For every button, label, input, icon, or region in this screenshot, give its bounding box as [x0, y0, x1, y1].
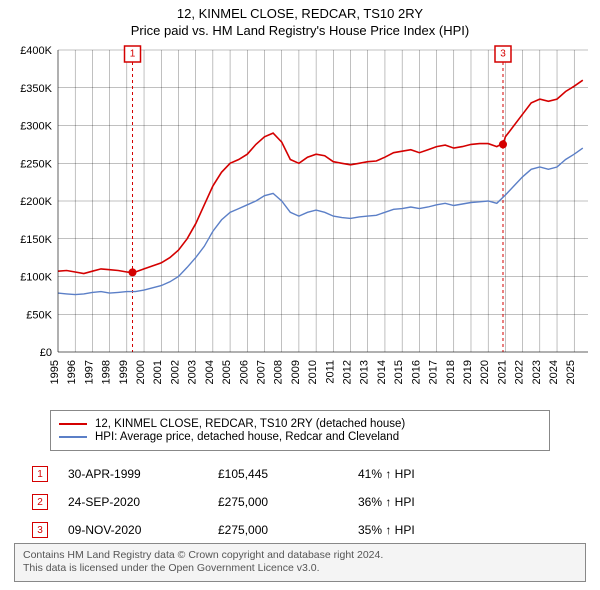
sale-row: 2 24-SEP-2020 £275,000 36% ↑ HPI — [32, 488, 568, 516]
sale-hpi: 41% ↑ HPI — [358, 467, 478, 481]
svg-text:1997: 1997 — [83, 360, 95, 384]
sale-price: £105,445 — [218, 467, 358, 481]
svg-text:1: 1 — [130, 49, 136, 60]
svg-text:2013: 2013 — [359, 360, 371, 384]
footer: Contains HM Land Registry data © Crown c… — [14, 543, 586, 582]
svg-text:£400K: £400K — [20, 45, 52, 57]
svg-text:2022: 2022 — [514, 360, 526, 384]
title-address: 12, KINMEL CLOSE, REDCAR, TS10 2RY — [0, 6, 600, 21]
svg-text:2012: 2012 — [342, 360, 354, 384]
svg-text:£150K: £150K — [20, 234, 52, 246]
svg-text:1995: 1995 — [49, 360, 61, 384]
svg-text:2002: 2002 — [169, 360, 181, 384]
legend-swatch — [59, 436, 87, 438]
sale-row: 1 30-APR-1999 £105,445 41% ↑ HPI — [32, 460, 568, 488]
sales-table: 1 30-APR-1999 £105,445 41% ↑ HPI 2 24-SE… — [32, 460, 568, 544]
legend-item: HPI: Average price, detached house, Redc… — [59, 431, 541, 443]
sale-price: £275,000 — [218, 495, 358, 509]
sale-marker: 3 — [32, 522, 48, 538]
sale-price: £275,000 — [218, 523, 358, 537]
svg-text:£100K: £100K — [20, 272, 52, 284]
svg-text:£300K: £300K — [20, 121, 52, 133]
chart-svg: £0 £50K £100K £150K £200K £250K £300K £350K £400… — [8, 44, 592, 404]
svg-text:2006: 2006 — [238, 360, 250, 384]
legend-item: 12, KINMEL CLOSE, REDCAR, TS10 2RY (deta… — [59, 418, 541, 430]
legend: 12, KINMEL CLOSE, REDCAR, TS10 2RY (deta… — [50, 410, 550, 451]
titles: 12, KINMEL CLOSE, REDCAR, TS10 2RY Price… — [0, 0, 600, 38]
svg-text:2009: 2009 — [290, 360, 302, 384]
svg-text:2004: 2004 — [204, 360, 216, 384]
chart-container: 12, KINMEL CLOSE, REDCAR, TS10 2RY Price… — [0, 0, 600, 590]
footer-line1: Contains HM Land Registry data © Crown c… — [23, 549, 577, 563]
svg-text:2025: 2025 — [565, 360, 577, 384]
svg-text:1996: 1996 — [66, 360, 78, 384]
svg-text:3: 3 — [500, 49, 506, 60]
svg-text:2015: 2015 — [393, 360, 405, 384]
svg-text:2014: 2014 — [376, 360, 388, 384]
svg-text:2011: 2011 — [324, 360, 336, 384]
svg-text:1999: 1999 — [118, 360, 130, 384]
svg-text:2005: 2005 — [221, 360, 233, 384]
svg-text:2016: 2016 — [410, 360, 422, 384]
svg-text:2003: 2003 — [187, 360, 199, 384]
sale-hpi: 35% ↑ HPI — [358, 523, 478, 537]
svg-text:2001: 2001 — [152, 360, 164, 384]
svg-text:2024: 2024 — [548, 360, 560, 384]
title-subtitle: Price paid vs. HM Land Registry's House … — [0, 23, 600, 38]
legend-swatch — [59, 423, 87, 425]
footer-line2: This data is licensed under the Open Gov… — [23, 562, 577, 576]
svg-text:2021: 2021 — [496, 360, 508, 384]
legend-label: HPI: Average price, detached house, Redc… — [95, 431, 399, 443]
svg-text:£0: £0 — [40, 347, 52, 359]
legend-label: 12, KINMEL CLOSE, REDCAR, TS10 2RY (deta… — [95, 418, 405, 430]
sale-date: 09-NOV-2020 — [68, 523, 218, 537]
sale-marker: 2 — [32, 494, 48, 510]
svg-text:£250K: £250K — [20, 158, 52, 170]
svg-text:2023: 2023 — [531, 360, 543, 384]
svg-text:£50K: £50K — [26, 309, 52, 321]
svg-text:£200K: £200K — [20, 196, 52, 208]
svg-text:2000: 2000 — [135, 360, 147, 384]
svg-text:2007: 2007 — [255, 360, 267, 384]
svg-text:1998: 1998 — [101, 360, 113, 384]
chart-area: £0 £50K £100K £150K £200K £250K £300K £350K £400… — [8, 44, 592, 404]
sale-date: 30-APR-1999 — [68, 467, 218, 481]
sale-hpi: 36% ↑ HPI — [358, 495, 478, 509]
svg-text:2017: 2017 — [428, 360, 440, 384]
sale-marker: 1 — [32, 466, 48, 482]
svg-text:2019: 2019 — [462, 360, 474, 384]
sale-date: 24-SEP-2020 — [68, 495, 218, 509]
svg-text:2020: 2020 — [479, 360, 491, 384]
sale-row: 3 09-NOV-2020 £275,000 35% ↑ HPI — [32, 516, 568, 544]
svg-text:2018: 2018 — [445, 360, 457, 384]
svg-text:2008: 2008 — [273, 360, 285, 384]
svg-text:£350K: £350K — [20, 83, 52, 95]
svg-text:2010: 2010 — [307, 360, 319, 384]
